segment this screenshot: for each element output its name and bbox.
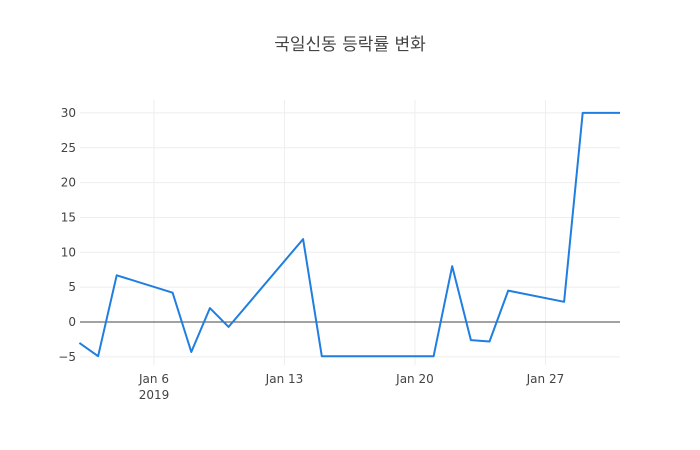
x-axis: Jan 6 2019 Jan 13 Jan 20 Jan 27 <box>138 372 564 402</box>
y-tick-label: 25 <box>61 141 76 155</box>
x-tick-label: Jan 13 <box>265 372 304 386</box>
y-tick-label: 5 <box>68 280 76 294</box>
y-tick-label: 0 <box>68 315 76 329</box>
gridlines <box>80 100 620 365</box>
y-tick-label: −5 <box>58 350 76 364</box>
y-tick-label: 20 <box>61 176 76 190</box>
series-line <box>78 111 620 358</box>
x-tick-year-label: 2019 <box>139 388 170 402</box>
y-tick-label: 15 <box>61 210 76 224</box>
x-tick-label: Jan 27 <box>526 372 565 386</box>
x-tick-label: Jan 20 <box>395 372 434 386</box>
plot-area <box>78 111 620 358</box>
chart-title: 국일신동 등락률 변화 <box>274 35 426 55</box>
x-tick-label: Jan 6 <box>138 372 169 386</box>
y-tick-label: 10 <box>61 245 76 259</box>
y-axis: 30 25 20 15 10 5 0 −5 <box>58 106 76 364</box>
y-tick-label: 30 <box>61 106 76 120</box>
